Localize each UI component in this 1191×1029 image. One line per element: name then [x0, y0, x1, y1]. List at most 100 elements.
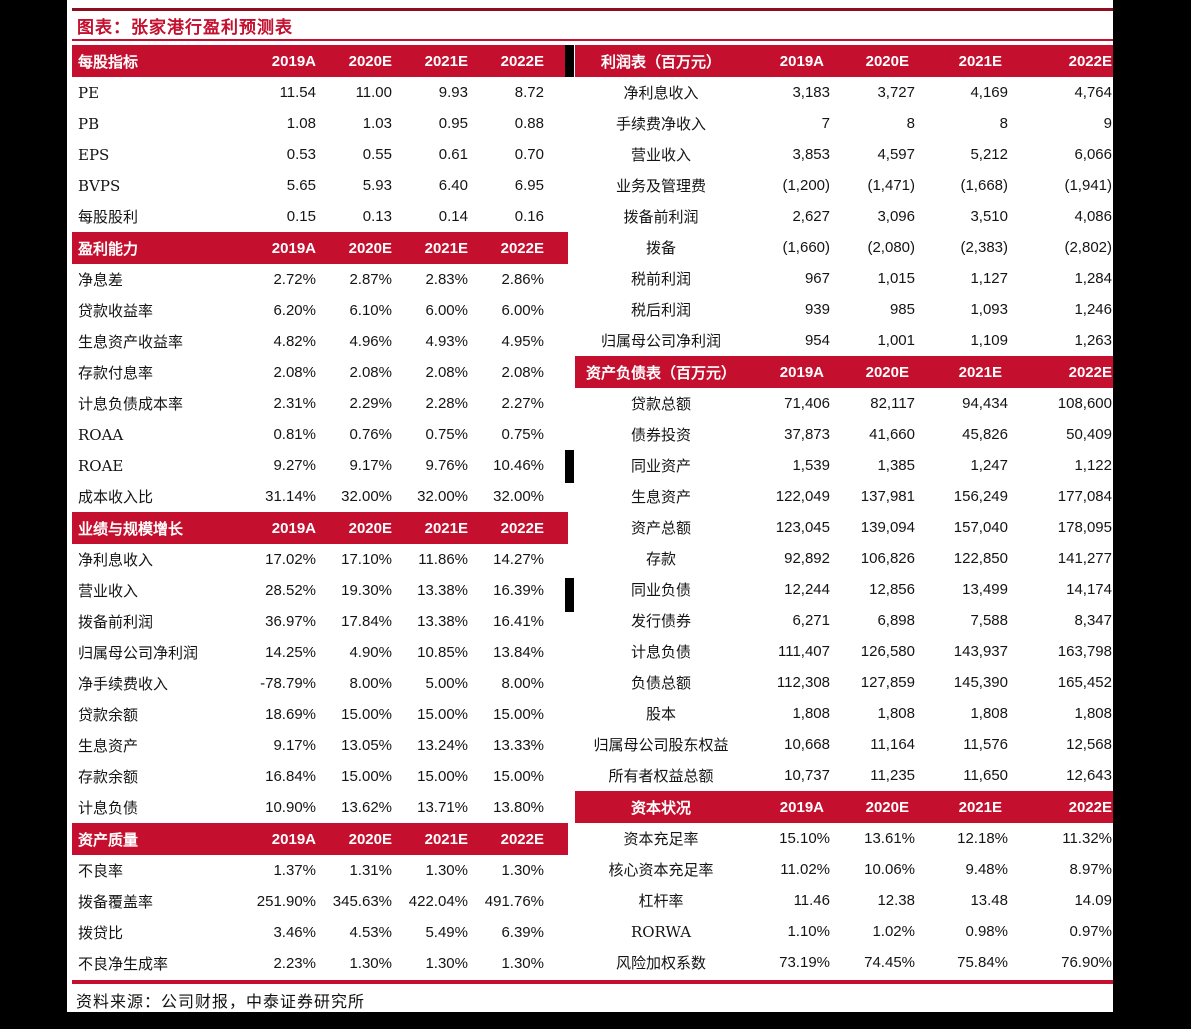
row-label: 净利息收入 [78, 551, 154, 569]
year-column-header: 2021E [958, 52, 1002, 70]
cell-value: 13.62% [341, 799, 392, 816]
table-row: 成本收入比 31.14% 32.00% 32.00% 32.00% [72, 481, 568, 512]
cell-value: 2.08% [273, 364, 316, 381]
cell-value: 4.90% [349, 644, 392, 661]
year-column-header: 2019A [271, 239, 316, 257]
cell-value: 11.54 [279, 84, 316, 101]
cell-value: 6.95 [514, 177, 544, 194]
cell-value: 1,808 [1074, 705, 1112, 722]
right-table: 利润表（百万元） 2019A 2020E 2021E 2022E 净利息收入 3,183 3,… [575, 45, 1113, 978]
cell-value: 11.00 [355, 84, 392, 101]
cell-value: 1.30% [501, 955, 544, 972]
table-row: 营业收入 3,853 4,597 5,212 6,066 [575, 139, 1113, 170]
cell-value: 0.75% [501, 426, 544, 443]
year-column-header: 2020E [865, 363, 909, 381]
cell-value: 15.00% [493, 706, 544, 723]
cell-value: 954 [804, 332, 830, 349]
cell-value: 14,174 [1066, 581, 1112, 598]
cell-value: 1,263 [1074, 332, 1112, 349]
cell-value: 6.00% [425, 302, 468, 319]
cell-value: 4.93% [425, 333, 468, 350]
row-label: RORWA [630, 922, 692, 941]
cell-value: 17.10% [341, 551, 392, 568]
cell-value: (2,080) [867, 239, 915, 256]
cell-value: 11.46 [793, 892, 830, 909]
cell-value: 10.90% [265, 799, 316, 816]
cell-value: 122,049 [775, 488, 830, 505]
row-label: 资本充足率 [623, 830, 699, 848]
scan-artifact-notch [565, 578, 574, 612]
cell-value: 1.30% [349, 955, 392, 972]
table-row: 归属母公司股东权益 10,668 11,164 11,576 12,568 [575, 729, 1113, 760]
year-column-header: 2020E [348, 830, 392, 848]
section-title: 盈利能力 [78, 239, 139, 258]
cell-value: 74.45% [864, 954, 915, 971]
table-row: 税后利润 939 985 1,093 1,246 [575, 294, 1113, 325]
table-row: RORWA 1.10% 1.02% 0.98% 0.97% [575, 916, 1113, 947]
section-header: 资本状况 2019A 2020E 2021E 2022E [575, 791, 1113, 823]
cell-value: 165,452 [1057, 674, 1112, 691]
cell-value: 9.76% [425, 457, 468, 474]
cell-value: 0.88 [514, 115, 544, 132]
cell-value: 123,045 [775, 519, 830, 536]
cell-value: 2.87% [349, 271, 392, 288]
cell-value: 1.08 [286, 115, 316, 132]
cell-value: 16.84% [265, 768, 316, 785]
cell-value: 13.38% [417, 582, 468, 599]
year-column-header: 2021E [958, 363, 1002, 381]
table-row: 资产总额 123,045 139,094 157,040 178,095 [575, 512, 1113, 543]
row-label: 营业收入 [630, 146, 691, 164]
table-row: 所有者权益总额 10,737 11,235 11,650 12,643 [575, 760, 1113, 791]
cell-value: (2,383) [960, 239, 1008, 256]
cell-value: 0.14 [438, 208, 468, 225]
cell-value: 13,499 [962, 581, 1008, 598]
year-column-header: 2019A [271, 830, 316, 848]
figure-title: 图表：张家港行盈利预测表 [77, 18, 293, 38]
cell-value: 32.00% [493, 488, 544, 505]
cell-value: 3.46% [273, 924, 316, 941]
cell-value: 1,015 [877, 270, 915, 287]
cell-value: 139,094 [860, 519, 915, 536]
cell-value: 1,808 [970, 705, 1008, 722]
row-label: 存款付息率 [78, 364, 154, 382]
cell-value: 7,588 [970, 612, 1008, 629]
bottom-rule [72, 980, 1113, 984]
year-column-header: 2020E [348, 519, 392, 537]
cell-value: 11.86% [418, 551, 468, 568]
row-label: 贷款收益率 [78, 302, 154, 320]
cell-value: 13.33% [493, 737, 544, 754]
cell-value: 5.65 [286, 177, 316, 194]
row-label: 营业收入 [78, 582, 139, 600]
cell-value: 251.90% [256, 893, 316, 910]
cell-value: 111,407 [778, 643, 830, 660]
table-row: 归属母公司净利润 954 1,001 1,109 1,263 [575, 325, 1113, 356]
table-row: 风险加权系数 73.19% 74.45% 75.84% 76.90% [575, 947, 1113, 978]
cell-value: 11,576 [963, 736, 1008, 753]
row-label: ROAA [78, 425, 124, 444]
cell-value: 15.00% [417, 768, 468, 785]
row-label: 净息差 [78, 271, 124, 289]
cell-value: 3,510 [970, 208, 1008, 225]
cell-value: 143,937 [953, 643, 1008, 660]
cell-value: 6.39% [501, 924, 544, 941]
table-row: 发行债券 6,271 6,898 7,588 8,347 [575, 605, 1113, 636]
cell-value: 422.04% [408, 893, 468, 910]
cell-value: 12.38 [877, 892, 915, 909]
row-label: 贷款余额 [78, 706, 139, 724]
cell-value: 16.41% [493, 613, 544, 630]
row-label: 同业资产 [630, 457, 691, 475]
cell-value: 73.19% [779, 954, 830, 971]
row-label: 归属母公司净利润 [600, 332, 721, 350]
row-label: 发行债券 [630, 612, 691, 630]
cell-value: 0.81% [273, 426, 316, 443]
row-label: 业务及管理费 [615, 177, 706, 195]
cell-value: 1,808 [877, 705, 915, 722]
cell-value: 2.83% [425, 271, 468, 288]
year-column-header: 2022E [1068, 363, 1112, 381]
cell-value: 41,660 [869, 426, 915, 443]
cell-value: 6.20% [273, 302, 316, 319]
cell-value: 0.70 [514, 146, 544, 163]
cell-value: 1,539 [792, 457, 830, 474]
year-column-header: 2020E [348, 52, 392, 70]
cell-value: 939 [804, 301, 830, 318]
